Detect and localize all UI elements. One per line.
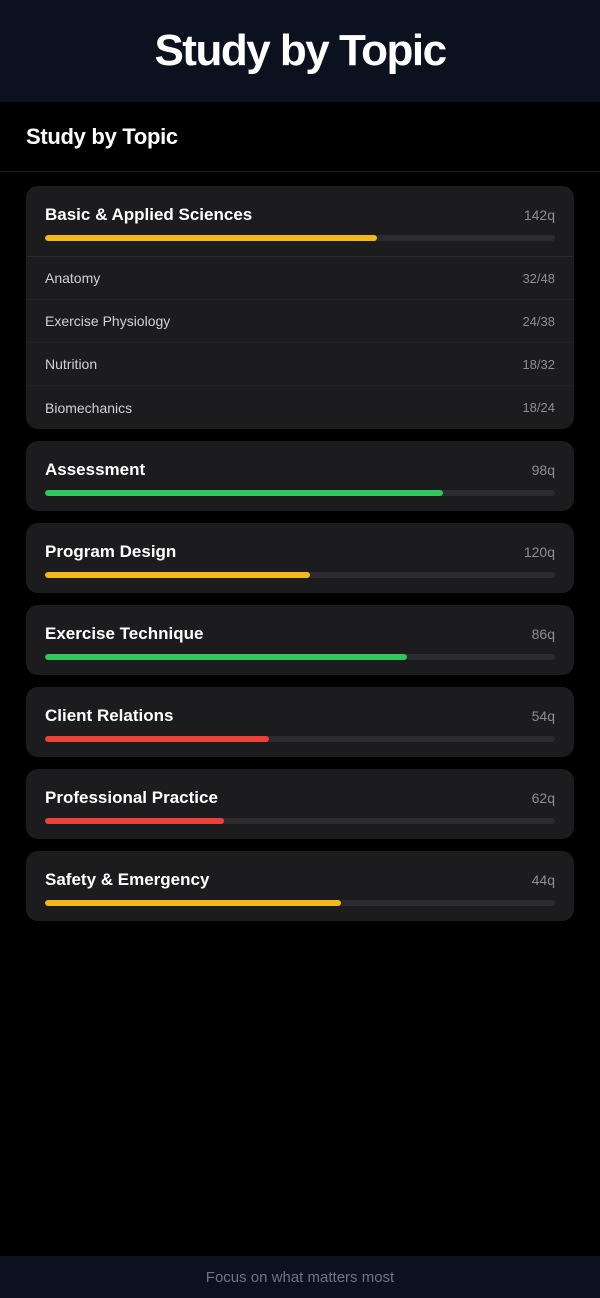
- footer: Focus on what matters most: [0, 1256, 600, 1298]
- progress-bar: [45, 572, 311, 578]
- topic-card-basic-applied-sciences[interactable]: Basic & Applied Sciences 142q Anatomy 32…: [26, 186, 574, 429]
- subtopic-count: 18/32: [522, 356, 555, 372]
- topic-card-client-relations[interactable]: Client Relations 54q: [26, 687, 574, 757]
- topic-card-header[interactable]: Exercise Technique 86q: [26, 605, 574, 675]
- topic-card-assessment[interactable]: Assessment 98q: [26, 441, 574, 511]
- progress-bar: [45, 818, 224, 824]
- subtopic-item-nutrition[interactable]: Nutrition 18/32: [26, 343, 574, 386]
- subtopic-item-biomechanics[interactable]: Biomechanics 18/24: [26, 386, 574, 429]
- navigation-bar: Study by Topic: [0, 102, 600, 172]
- subtopic-item-exercise-physiology[interactable]: Exercise Physiology 24/38: [26, 300, 574, 343]
- question-count: 62q: [531, 790, 555, 806]
- question-count: 44q: [531, 872, 555, 888]
- hero-banner: Study by Topic: [0, 0, 600, 102]
- question-count: 142q: [523, 207, 555, 223]
- topic-card-header[interactable]: Safety & Emergency 44q: [26, 851, 574, 921]
- topic-name: Basic & Applied Sciences: [45, 205, 253, 224]
- subtopic-count: 18/24: [522, 400, 555, 415]
- subtopic-name: Biomechanics: [45, 399, 133, 416]
- topic-card-header[interactable]: Professional Practice 62q: [26, 769, 574, 839]
- topic-name: Assessment: [45, 460, 146, 479]
- subtopic-item-anatomy[interactable]: Anatomy 32/48: [26, 257, 574, 300]
- progress-track: [45, 490, 555, 496]
- subtopic-list: Anatomy 32/48 Exercise Physiology 24/38 …: [26, 256, 574, 429]
- progress-track: [45, 654, 555, 660]
- topic-list: Basic & Applied Sciences 142q Anatomy 32…: [26, 186, 574, 933]
- subtopic-name: Nutrition: [45, 356, 98, 372]
- progress-bar: [45, 235, 377, 241]
- footer-tagline: Focus on what matters most: [205, 1268, 395, 1286]
- topic-name: Program Design: [45, 542, 177, 561]
- progress-bar: [45, 900, 341, 906]
- progress-track: [45, 235, 555, 241]
- topic-card-professional-practice[interactable]: Professional Practice 62q: [26, 769, 574, 839]
- topic-card-safety-emergency[interactable]: Safety & Emergency 44q: [26, 851, 574, 921]
- progress-track: [45, 900, 555, 906]
- topic-name: Client Relations: [45, 706, 174, 725]
- question-count: 54q: [531, 708, 555, 724]
- topic-card-exercise-technique[interactable]: Exercise Technique 86q: [26, 605, 574, 675]
- topic-name: Exercise Technique: [45, 624, 204, 643]
- topic-name: Safety & Emergency: [45, 870, 210, 889]
- subtopic-count: 32/48: [522, 270, 555, 286]
- page-title: Study by Topic: [26, 123, 178, 149]
- topic-card-header[interactable]: Assessment 98q: [26, 441, 574, 511]
- topic-card-program-design[interactable]: Program Design 120q: [26, 523, 574, 593]
- progress-track: [45, 736, 555, 742]
- topic-card-header[interactable]: Basic & Applied Sciences 142q: [26, 186, 574, 256]
- subtopic-name: Exercise Physiology: [45, 313, 171, 329]
- hero-title: Study by Topic: [154, 26, 447, 75]
- topic-card-header[interactable]: Program Design 120q: [26, 523, 574, 593]
- topic-name: Professional Practice: [45, 788, 218, 807]
- progress-track: [45, 572, 555, 578]
- subtopic-name: Anatomy: [45, 270, 101, 286]
- question-count: 98q: [531, 462, 555, 478]
- topic-card-header[interactable]: Client Relations 54q: [26, 687, 574, 757]
- question-count: 86q: [531, 626, 555, 642]
- question-count: 120q: [523, 544, 555, 560]
- progress-bar: [45, 490, 443, 496]
- progress-bar: [45, 736, 270, 742]
- progress-track: [45, 818, 555, 824]
- subtopic-count: 24/38: [522, 313, 555, 329]
- progress-bar: [45, 654, 408, 660]
